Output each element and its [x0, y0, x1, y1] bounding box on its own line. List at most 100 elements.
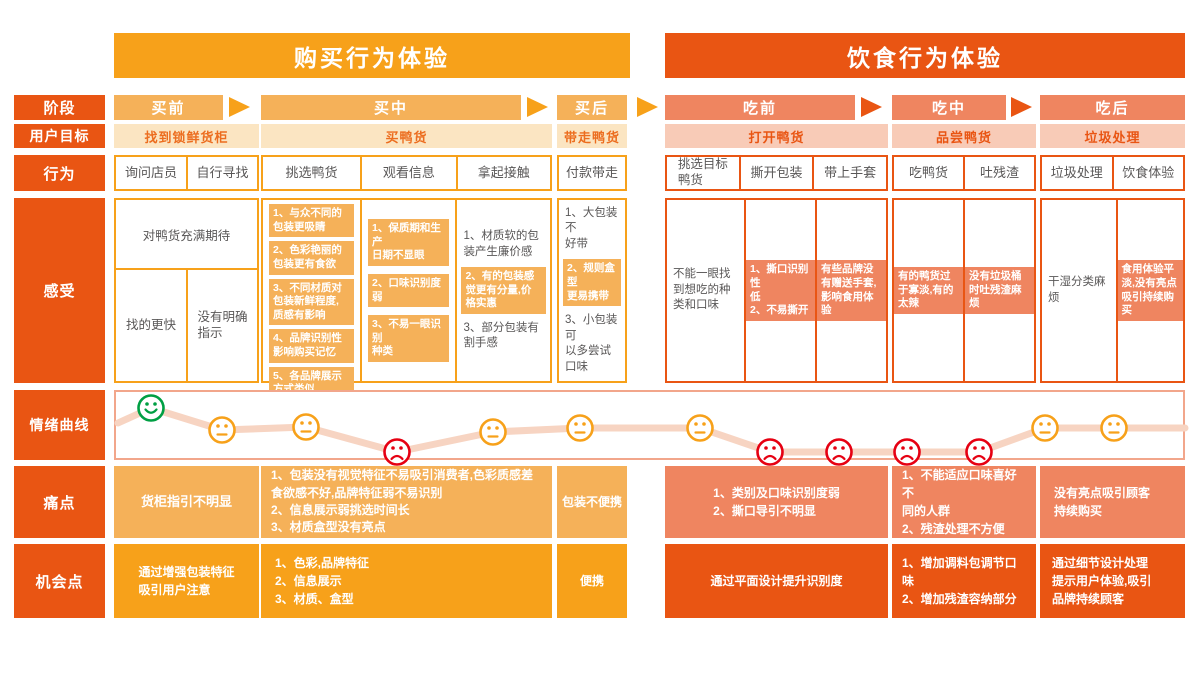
- emotion-face-happy-icon: [137, 394, 165, 422]
- arrow-right-icon: [527, 97, 548, 117]
- feeling-tag: 3、不同材质对 包装新鲜程度, 质感有影响: [269, 278, 354, 326]
- feeling-col-trash: 干湿分类麻 烦: [1042, 200, 1116, 381]
- feeling-tag: 2、口味识别度弱: [368, 273, 450, 308]
- behavior-tear-package: 撕开包装: [738, 157, 813, 189]
- feeling-tag: 4、品牌识别性 影响购买记忆: [269, 329, 354, 363]
- feeling-col-tear: 1、撕口识别性 低 2、不易撕开: [744, 200, 815, 381]
- pain-after-eat: 没有亮点吸引顾客 持续购买: [1040, 466, 1185, 538]
- opportunity-after-eat: 通过细节设计处理 提示用户体验,吸引 品牌持续顾客: [1040, 544, 1185, 618]
- emotion-face-sad-icon: [893, 438, 921, 466]
- stage-after-buy: 买后: [557, 95, 627, 120]
- feeling-col-pick: 1、与众不同的 包装更吸睛 2、色彩艳丽的 包装更有食欲 3、不同材质对 包装新…: [263, 200, 360, 401]
- feeling-no-clear-sign: 没有明确 指示: [185, 270, 257, 381]
- feeling-group-during-buy: 1、与众不同的 包装更吸睛 2、色彩艳丽的 包装更有食欲 3、不同材质对 包装新…: [261, 198, 552, 401]
- feeling-col-info: 1、保质期和生产 日期不显眼 2、口味识别度弱 3、不易一眼识别 种类: [360, 200, 455, 381]
- behavior-self-search: 自行寻找: [185, 157, 257, 189]
- pain-before-buy: 货柜指引不明显: [114, 466, 259, 538]
- stage-before-buy: 买前: [114, 95, 223, 120]
- goal-take-away: 带走鸭货: [557, 124, 627, 148]
- eating-section-title: 饮食行为体验: [665, 33, 1185, 78]
- emotion-face-neutral-icon: [686, 414, 714, 442]
- behavior-eat-experience: 饮食体验: [1111, 157, 1184, 189]
- feeling-tag: 3、不易一眼识别 种类: [368, 315, 450, 363]
- emotion-curve-box: [114, 390, 1189, 466]
- feeling-col-experience: 食用体验平 淡,没有亮点 吸引持续购 买: [1115, 200, 1183, 381]
- emotion-face-neutral-icon: [566, 414, 594, 442]
- behavior-view-info: 观看信息: [360, 157, 455, 189]
- pain-after-buy: 包装不便携: [557, 466, 627, 538]
- row-label-goal: 用户目标: [14, 124, 105, 148]
- behavior-pick-up-touch: 拿起接触: [455, 157, 550, 189]
- arrow-right-icon: [1011, 97, 1032, 117]
- row-label-stage: 阶段: [14, 95, 105, 120]
- feeling-group-before-buy: 对鸭货充满期待 找的更快 没有明确 指示: [114, 198, 259, 383]
- behavior-pay-take: 付款带走: [565, 164, 618, 180]
- feeling-group-after-eat: 干湿分类麻 烦 食用体验平 淡,没有亮点 吸引持续购 买: [1040, 198, 1185, 383]
- feeling-text: 3、小包装可 以多尝试口味: [565, 314, 618, 373]
- row-label-behavior: 行为: [14, 155, 105, 191]
- pain-during-buy: 1、包装没有视觉特征不易吸引消费者,色彩质感差食欲感不好,品牌特征弱不易识别 2…: [261, 466, 552, 538]
- arrow-right-icon: [637, 97, 658, 117]
- goal-find-cabinet: 找到锁鲜货柜: [114, 124, 259, 148]
- emotion-curve-line: [114, 404, 1189, 456]
- opportunity-before-buy: 通过增强包装特征 吸引用户注意: [114, 544, 259, 618]
- stage-after-eat: 吃后: [1040, 95, 1185, 120]
- behavior-group-before-eat: 挑选目标 鸭货 撕开包装 带上手套: [665, 155, 888, 191]
- feeling-group-before-eat: 不能一眼找 到想吃的种 类和口味 1、撕口识别性 低 2、不易撕开 有些品牌没 …: [665, 198, 888, 383]
- goal-trash: 垃圾处理: [1040, 124, 1185, 148]
- emotion-face-sad-icon: [965, 438, 993, 466]
- behavior-group-before-buy: 询问店员 自行寻找: [114, 155, 259, 191]
- feeling-find-faster: 找的更快: [125, 317, 176, 332]
- pain-before-eat: 1、类别及口味识别度弱 2、撕口导引不明显: [665, 466, 888, 538]
- behavior-group-after-eat: 垃圾处理 饮食体验: [1040, 155, 1185, 191]
- behavior-wear-gloves: 带上手套: [812, 157, 886, 189]
- emotion-face-sad-icon: [825, 438, 853, 466]
- emotion-face-sad-icon: [756, 438, 784, 466]
- stage-during-eat: 吃中: [892, 95, 1006, 120]
- feeling-text: 干湿分类麻 烦: [1048, 275, 1106, 304]
- emotion-face-neutral-icon: [292, 413, 320, 441]
- feeling-text: 不能一眼找 到想吃的种 类和口味: [673, 268, 731, 312]
- opportunity-during-eat: 1、增加调料包调节口味 2、增加残渣容纳部分: [892, 544, 1036, 618]
- feeling-tag: 2、有的包装感 觉更有分量,价 格实惠: [461, 267, 546, 314]
- behavior-spit-residue: 吐残渣: [963, 157, 1034, 189]
- emotion-face-neutral-icon: [479, 418, 507, 446]
- feeling-group-after-buy: 1、大包装不 好带 2、规则盒型 更易携带 3、小包装可 以多尝试口味: [557, 198, 627, 383]
- behavior-eat-duck: 吃鸭货: [908, 164, 948, 180]
- stage-during-buy: 买中: [261, 95, 521, 120]
- emotion-face-sad-icon: [383, 438, 411, 466]
- behavior-pick-duck: 挑选鸭货: [285, 164, 338, 180]
- feeling-text: 1、材质软的包 装产生廉价感: [463, 230, 539, 258]
- behavior-ask-staff: 询问店员: [124, 164, 177, 180]
- arrow-right-icon: [229, 97, 250, 117]
- feeling-tag: 1、与众不同的 包装更吸睛: [269, 204, 354, 238]
- row-label-emotion: 情绪曲线: [14, 390, 105, 460]
- pain-during-eat: 1、不能适应口味喜好不 同的人群 2、残渣处理不方便: [892, 466, 1036, 538]
- feeling-col-gloves: 有些品牌没 有赠送手套, 影响食用体 验: [815, 200, 886, 381]
- feeling-tag: 有的鸭货过 于寡淡,有的 太辣: [894, 267, 963, 314]
- behavior-group-during-buy: 挑选鸭货 观看信息 拿起接触: [261, 155, 552, 191]
- feeling-tag: 食用体验平 淡,没有亮点 吸引持续购 买: [1117, 260, 1183, 321]
- stage-before-eat: 吃前: [665, 95, 855, 120]
- opportunity-before-eat: 通过平面设计提升识别度: [665, 544, 888, 618]
- feeling-col-eat: 有的鸭货过 于寡淡,有的 太辣: [894, 200, 963, 381]
- behavior-pick-target: 挑选目标 鸭货: [677, 157, 728, 187]
- feeling-col-pay: 1、大包装不 好带 2、规则盒型 更易携带 3、小包装可 以多尝试口味: [559, 200, 625, 381]
- behavior-group-after-buy: 付款带走: [557, 155, 627, 191]
- feeling-col-spit: 没有垃圾桶 时吐残渣麻烦: [963, 200, 1034, 381]
- feeling-group-during-eat: 有的鸭货过 于寡淡,有的 太辣 没有垃圾桶 时吐残渣麻烦: [892, 198, 1036, 383]
- purchase-section-title: 购买行为体验: [114, 33, 630, 78]
- goal-buy-duck: 买鸭货: [261, 124, 552, 148]
- feeling-tag: 1、撕口识别性 低 2、不易撕开: [746, 260, 815, 321]
- feeling-tag: 1、保质期和生产 日期不显眼: [368, 218, 450, 266]
- behavior-group-during-eat: 吃鸭货 吐残渣: [892, 155, 1036, 191]
- arrow-right-icon: [861, 97, 882, 117]
- feeling-tag: 有些品牌没 有赠送手套, 影响食用体 验: [817, 260, 886, 321]
- goal-taste-duck: 品尝鸭货: [892, 124, 1036, 148]
- opportunity-after-buy: 便携: [557, 544, 627, 618]
- feeling-tag: 没有垃圾桶 时吐残渣麻烦: [965, 267, 1034, 314]
- row-label-opportunity: 机会点: [14, 544, 105, 618]
- emotion-face-neutral-icon: [1031, 414, 1059, 442]
- feeling-col-pick-target: 不能一眼找 到想吃的种 类和口味: [667, 200, 744, 381]
